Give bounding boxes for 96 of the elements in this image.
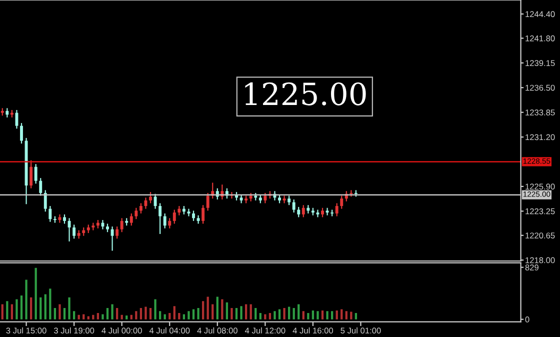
bar: [158, 311, 162, 320]
bar: [302, 311, 304, 320]
bar: [212, 304, 214, 320]
bar: [221, 299, 224, 320]
bar: [230, 308, 233, 320]
bar: [144, 306, 147, 320]
bar: [72, 311, 76, 320]
x-tick-label: 4 Jul 12:00: [244, 327, 286, 334]
bar: [244, 304, 248, 320]
bar: [178, 313, 180, 320]
bar: [149, 308, 152, 320]
bar: [307, 313, 310, 320]
bar: [54, 308, 56, 320]
bar: [10, 304, 14, 320]
y-tick-label: 829: [525, 264, 538, 270]
bar: [6, 301, 8, 320]
bar: [226, 302, 228, 320]
bar: [40, 297, 42, 320]
bar: [326, 311, 328, 320]
bar: [321, 310, 324, 320]
bar: [268, 313, 272, 320]
y-tick-label: 1223.25: [526, 208, 555, 214]
bar: [87, 316, 90, 320]
bar: [350, 312, 352, 320]
x-tick-label: 3 Jul 15:00: [6, 327, 46, 334]
bar: [44, 294, 46, 320]
bar: [278, 309, 281, 320]
x-tick-label: 4 Jul 08:00: [197, 327, 238, 334]
bar: [30, 297, 32, 320]
bar: [78, 314, 80, 320]
bar: [182, 314, 186, 320]
bar: [120, 314, 123, 320]
bar: [58, 304, 61, 320]
bar: [188, 311, 190, 320]
bar: [283, 308, 286, 320]
y-tick-label: 1220.65: [526, 232, 555, 238]
x-tick-label: 5 Jul 01:00: [340, 327, 381, 334]
bar: [216, 296, 218, 320]
y-tick-label: 1236.50: [526, 84, 555, 91]
bar: [316, 311, 319, 320]
bar: [140, 308, 142, 320]
annotation: 1225.00: [245, 82, 366, 106]
bar: [235, 308, 238, 320]
bar: [345, 311, 348, 320]
bar: [116, 308, 118, 320]
bar: [250, 304, 252, 320]
x-tick-label: 4 Jul 04:00: [149, 327, 190, 334]
bar: [259, 313, 262, 320]
bar: [206, 296, 209, 320]
bar: [288, 306, 290, 320]
bar: [102, 314, 104, 320]
bar: [135, 311, 138, 320]
bar: [197, 308, 200, 320]
y-tick-label: 1225.90: [526, 184, 555, 190]
bar: [49, 288, 52, 320]
bar: [330, 311, 334, 320]
bar: [96, 313, 100, 320]
y-tick-label: 0: [525, 316, 530, 322]
x-tick-label: 4 Jul 16:00: [292, 327, 334, 334]
y-tick-label: 1233.85: [526, 110, 555, 116]
bar: [298, 304, 300, 320]
bar: [154, 299, 156, 320]
y-tick-label: 1231.20: [526, 134, 555, 140]
bar: [340, 309, 343, 320]
bar: [254, 308, 257, 320]
bar: [126, 316, 128, 320]
y-tick-label: 1244.40: [526, 11, 555, 18]
bar: [192, 309, 195, 320]
x-tick-label: 3 Jul 19:00: [54, 327, 94, 334]
bar: [292, 308, 295, 320]
bar: [240, 306, 242, 320]
bar: [92, 314, 94, 320]
bar: [106, 308, 109, 320]
bar: [68, 297, 70, 320]
y-tick-label: 1218.00: [526, 257, 555, 264]
bar: [274, 311, 276, 320]
bar: [168, 313, 171, 320]
bar: [63, 308, 66, 320]
bar: [25, 280, 28, 320]
bar: [173, 306, 176, 320]
bar: [1, 304, 4, 320]
bar: [130, 314, 132, 320]
bar: [111, 304, 114, 320]
bar: [354, 313, 358, 320]
bar: [34, 268, 37, 320]
bar: [202, 301, 204, 320]
bar: [20, 295, 23, 320]
bar: [336, 310, 338, 320]
bar: [16, 299, 18, 320]
y-tick-label: 1241.80: [526, 35, 555, 42]
bar: [82, 314, 85, 320]
bar: [164, 314, 166, 320]
bar: [312, 310, 314, 320]
y-tick-label: 1239.15: [526, 60, 555, 66]
x-tick-label: 4 Jul 00:00: [102, 327, 142, 334]
bar: [264, 314, 266, 320]
